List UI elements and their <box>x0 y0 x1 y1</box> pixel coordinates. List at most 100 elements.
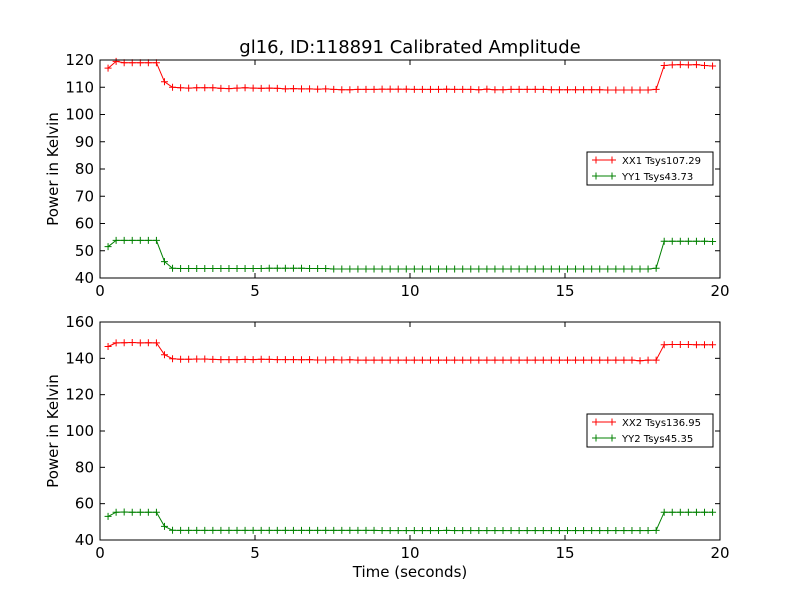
top-series-1-point <box>386 265 394 273</box>
bottom-series-0-point <box>451 356 459 364</box>
top-legend-marker-1 <box>592 172 616 180</box>
top-series-1-point <box>410 265 418 273</box>
top-series-0-point <box>265 84 273 92</box>
top-series-0-point <box>209 84 217 92</box>
top-series-0-point <box>507 85 515 93</box>
bottom-series-1-point <box>499 527 507 535</box>
bottom-series-0-point <box>225 356 233 364</box>
top-series-1-point <box>467 265 475 273</box>
top-series-0-point <box>169 83 177 91</box>
top-series-0-point <box>491 86 499 94</box>
bottom-series-0-point <box>491 356 499 364</box>
top-series-1-point <box>644 265 652 273</box>
top-series-1-point <box>531 265 539 273</box>
top-ytick-label: 60 <box>75 215 94 233</box>
top-series-1-point <box>144 236 152 244</box>
bottom-series-0-point <box>209 355 217 363</box>
top-series-1-point <box>225 264 233 272</box>
bottom-series-0-point <box>169 355 177 363</box>
bottom-series-1-point <box>241 526 249 534</box>
bottom-series-0-point <box>531 356 539 364</box>
top-series-1-point <box>338 265 346 273</box>
bottom-legend-label-1: YY2 Tsys45.35 <box>621 434 693 445</box>
bottom-series-1-point <box>668 508 676 516</box>
bottom-plot-ylabel: Power in Kelvin <box>44 374 62 488</box>
top-series-0-point <box>604 86 612 94</box>
top-series-1-point <box>152 236 160 244</box>
bottom-series-0-point <box>620 356 628 364</box>
bottom-series-0-point <box>177 355 185 363</box>
top-series-1-point <box>402 265 410 273</box>
top-series-1-point <box>620 265 628 273</box>
bottom-series-1-point <box>692 508 700 516</box>
top-series-0-point <box>636 86 644 94</box>
bottom-series-1-point <box>644 527 652 535</box>
bottom-series-0-point <box>523 356 531 364</box>
bottom-ytick-label: 100 <box>65 422 94 440</box>
top-plot-series-group <box>104 57 717 273</box>
bottom-series-0-point <box>644 356 652 364</box>
bottom-xtick-label: 15 <box>555 544 574 562</box>
top-series-0-point <box>435 85 443 93</box>
top-series-1-point <box>289 264 297 272</box>
top-series-1-point <box>370 265 378 273</box>
top-series-0-point <box>225 85 233 93</box>
top-series-0-point <box>555 86 563 94</box>
bottom-series-1-point <box>684 508 692 516</box>
bottom-series-0-point <box>306 356 314 364</box>
top-series-1-point <box>443 265 451 273</box>
bottom-series-0-point <box>370 356 378 364</box>
top-series-0-point <box>483 85 491 93</box>
top-series-0-point <box>588 86 596 94</box>
bottom-series-0-point <box>241 355 249 363</box>
bottom-series-1-point <box>515 527 523 535</box>
bottom-series-1-point <box>523 527 531 535</box>
top-series-0-point <box>177 84 185 92</box>
bottom-series-0-point <box>402 356 410 364</box>
top-series-0-point <box>451 85 459 93</box>
bottom-ytick-label: 140 <box>65 349 94 367</box>
bottom-series-0-point <box>289 356 297 364</box>
top-ytick-label: 50 <box>75 242 94 260</box>
top-series-1-point <box>306 264 314 272</box>
top-series-1-point <box>596 265 604 273</box>
top-series-1-point <box>668 237 676 245</box>
bottom-series-1-point <box>193 526 201 534</box>
top-series-0-point <box>257 84 265 92</box>
top-series-1-point <box>580 265 588 273</box>
top-series-0-point <box>330 85 338 93</box>
bottom-series-0-point <box>515 356 523 364</box>
top-series-0-point <box>314 85 322 93</box>
bottom-series-0-point <box>459 356 467 364</box>
bottom-series-1-point <box>443 526 451 534</box>
bottom-series-1-point <box>136 508 144 516</box>
bottom-series-1-point <box>394 527 402 535</box>
bottom-series-0-point <box>709 341 717 349</box>
top-xtick-label: 20 <box>710 282 729 300</box>
top-series-0-point <box>402 85 410 93</box>
bottom-series-0-point <box>604 356 612 364</box>
bottom-series-1-point <box>177 526 185 534</box>
bottom-series-1-point <box>346 526 354 534</box>
bottom-series-1-point <box>459 527 467 535</box>
bottom-series-0-point <box>499 356 507 364</box>
bottom-series-0-point <box>112 339 120 347</box>
top-series-1-point <box>177 264 185 272</box>
top-series-0-point <box>394 85 402 93</box>
top-series-0-point <box>346 86 354 94</box>
bottom-series-0-point <box>636 357 644 365</box>
top-series-1-point <box>515 265 523 273</box>
top-series-1-point <box>120 236 128 244</box>
bottom-series-1-point <box>281 526 289 534</box>
bottom-series-1-point <box>612 527 620 535</box>
top-series-0-point <box>241 84 249 92</box>
bottom-series-1-point <box>572 527 580 535</box>
bottom-legend-marker-0 <box>592 418 616 426</box>
bottom-plot-frame <box>99 321 721 541</box>
bottom-series-0-point <box>652 356 660 364</box>
bottom-series-0-point <box>354 356 362 364</box>
bottom-series-1-point <box>322 526 330 534</box>
bottom-legend-box <box>586 413 714 448</box>
top-plot-legend: XX1 Tsys107.29 YY1 Tsys43.73 <box>586 151 714 186</box>
bottom-series-0-point <box>249 356 257 364</box>
